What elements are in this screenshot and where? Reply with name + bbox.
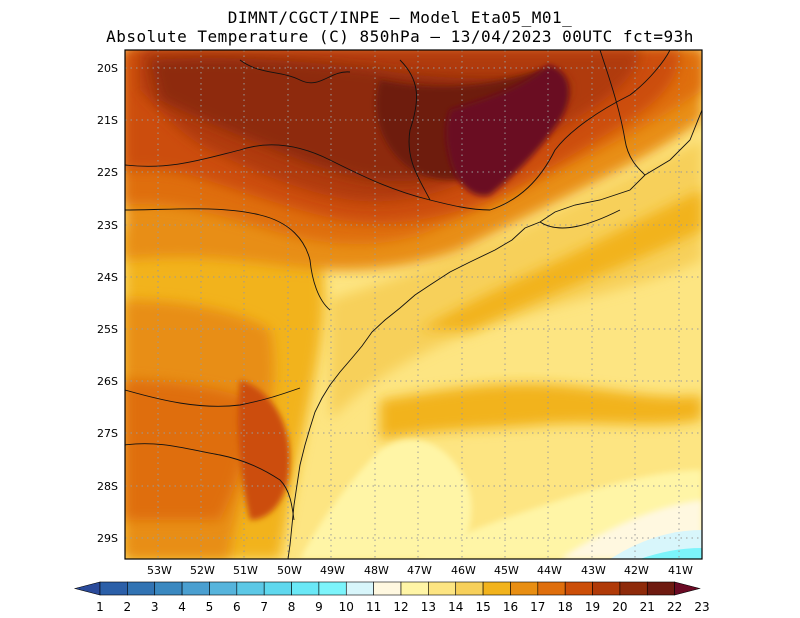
colorbar-label: 7 [260, 600, 268, 614]
lat-label: 28S [97, 480, 118, 493]
colorbar-swatch [99, 581, 128, 596]
lat-label: 27S [97, 427, 118, 440]
lon-label: 53W [147, 564, 172, 577]
colorbar-swatch [181, 581, 210, 596]
lon-label: 51W [233, 564, 258, 577]
colorbar-swatch [564, 581, 593, 596]
colorbar-swatch [537, 581, 566, 596]
colorbar-swatch [263, 581, 292, 596]
latitude-axis: 20S 21S 22S 23S 24S 25S 26S 27S 28S 29S [97, 62, 118, 545]
colorbar-label: 12 [393, 600, 408, 614]
lon-label: 52W [190, 564, 215, 577]
lon-label: 41W [668, 564, 693, 577]
lat-label: 22S [97, 166, 118, 179]
state-border-4 [125, 387, 301, 407]
colorbar-label: 4 [178, 600, 186, 614]
grid-lines [125, 50, 702, 559]
colorbar-label: 2 [124, 600, 132, 614]
longitude-axis: 53W 52W 51W 50W 49W 48W 47W 46W 45W 44W … [147, 564, 693, 577]
colorbar-swatch [400, 581, 429, 596]
colorbar-label: 21 [640, 600, 655, 614]
colorbar-swatch [345, 581, 374, 596]
lat-label: 24S [97, 271, 118, 284]
temperature-field [125, 50, 702, 559]
lat-label: 25S [97, 323, 118, 336]
coastline [287, 109, 702, 559]
lon-label: 50W [277, 564, 302, 577]
colorbar-label: 20 [612, 600, 627, 614]
colorbar-left-arrow [73, 581, 101, 596]
colorbar-label: 5 [206, 600, 214, 614]
colorbar-swatch [455, 581, 484, 596]
colorbar-swatch [318, 581, 347, 596]
colorbar-swatch [373, 581, 402, 596]
colorbar-swatch [619, 581, 648, 596]
colorbar-label: 14 [448, 600, 463, 614]
colorbar-label: 10 [339, 600, 354, 614]
coastline-and-borders [125, 50, 702, 559]
lat-label: 21S [97, 114, 118, 127]
state-border-3 [399, 59, 431, 201]
state-border-5 [125, 443, 295, 521]
lat-label: 23S [97, 219, 118, 232]
colorbar-label: 13 [421, 600, 436, 614]
colorbar-label: 9 [315, 600, 323, 614]
map-frame [124, 49, 703, 560]
colorbar-label: 3 [151, 600, 159, 614]
state-border-7 [539, 209, 621, 229]
lon-label: 49W [320, 564, 345, 577]
lon-label: 42W [624, 564, 649, 577]
colorbar-label: 6 [233, 600, 241, 614]
lon-label: 46W [451, 564, 476, 577]
lon-label: 45W [494, 564, 519, 577]
colorbar-label: 17 [530, 600, 545, 614]
state-border-north [125, 50, 671, 211]
lon-label: 44W [537, 564, 562, 577]
colorbar-right-arrow [674, 581, 701, 596]
colorbar-label: 16 [503, 600, 518, 614]
colorbar-label: 15 [475, 600, 490, 614]
colorbar-label: 1 [96, 600, 104, 614]
colorbar-swatch [428, 581, 457, 596]
state-border-6 [599, 50, 646, 176]
colorbar-label: 8 [288, 600, 296, 614]
colorbar-swatch [236, 581, 265, 596]
lon-label: 47W [407, 564, 432, 577]
colorbar-swatch [209, 581, 238, 596]
colorbar-swatch [154, 581, 183, 596]
colorbar-swatch [592, 581, 621, 596]
colorbar-swatch [127, 581, 156, 596]
state-border-1 [125, 208, 331, 311]
lat-label: 20S [97, 62, 118, 75]
colorbar-swatch [510, 581, 539, 596]
colorbar-swatch [646, 581, 675, 596]
lat-label: 29S [97, 532, 118, 545]
lon-label: 43W [581, 564, 606, 577]
colorbar-swatch [482, 581, 511, 596]
state-border-2 [239, 59, 351, 84]
colorbar-label: 19 [585, 600, 600, 614]
colorbar: 1 2 3 4 5 6 7 8 9 10 11 12 13 14 15 16 17 18 19 20 21 22 23 [73, 581, 710, 614]
title-line-2: Absolute Temperature (C) 850hPa – 13/04/… [106, 27, 694, 46]
lat-label: 26S [97, 375, 118, 388]
colorbar-label: 18 [558, 600, 573, 614]
colorbar-label: 23 [694, 600, 709, 614]
title-line-1: DIMNT/CGCT/INPE – Model Eta05_M01_ [227, 8, 573, 27]
lon-label: 48W [364, 564, 389, 577]
colorbar-label: 22 [667, 600, 682, 614]
colorbar-swatch [291, 581, 320, 596]
colorbar-label: 11 [366, 600, 381, 614]
